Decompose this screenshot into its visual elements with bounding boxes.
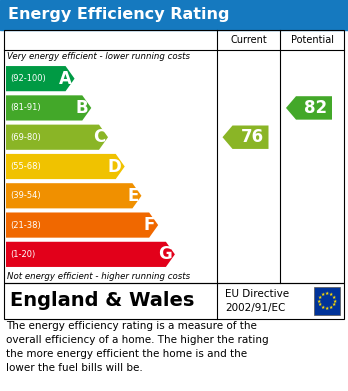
- Polygon shape: [222, 126, 269, 149]
- Text: 76: 76: [241, 128, 264, 146]
- Text: ★: ★: [329, 305, 333, 310]
- Bar: [4, 30, 344, 283]
- Text: EU Directive
2002/91/EC: EU Directive 2002/91/EC: [225, 289, 289, 312]
- Polygon shape: [6, 125, 108, 150]
- Polygon shape: [6, 183, 141, 208]
- Text: ★: ★: [318, 294, 323, 300]
- Polygon shape: [286, 96, 332, 120]
- Text: Very energy efficient - lower running costs: Very energy efficient - lower running co…: [7, 52, 190, 61]
- Text: 82: 82: [304, 99, 327, 117]
- Text: ★: ★: [325, 306, 329, 311]
- Text: B: B: [76, 99, 88, 117]
- Text: G: G: [158, 246, 172, 264]
- Polygon shape: [6, 212, 158, 238]
- Text: Potential: Potential: [291, 35, 333, 45]
- Text: The energy efficiency rating is a measure of the
overall efficiency of a home. T: The energy efficiency rating is a measur…: [6, 321, 269, 373]
- Text: (55-68): (55-68): [10, 162, 41, 171]
- Text: Not energy efficient - higher running costs: Not energy efficient - higher running co…: [7, 272, 190, 281]
- Text: ★: ★: [332, 302, 336, 307]
- Text: ★: ★: [332, 294, 336, 300]
- Text: A: A: [59, 70, 72, 88]
- Text: (92-100): (92-100): [10, 74, 46, 83]
- Text: ★: ★: [317, 298, 322, 303]
- Text: (39-54): (39-54): [10, 191, 41, 200]
- Text: Energy Efficiency Rating: Energy Efficiency Rating: [8, 7, 229, 23]
- Text: (21-38): (21-38): [10, 221, 41, 230]
- Polygon shape: [6, 95, 91, 120]
- Text: ★: ★: [329, 292, 333, 297]
- Text: Current: Current: [230, 35, 267, 45]
- Text: ★: ★: [318, 302, 323, 307]
- Text: (69-80): (69-80): [10, 133, 41, 142]
- Polygon shape: [6, 154, 125, 179]
- Text: England & Wales: England & Wales: [10, 292, 195, 310]
- Text: ★: ★: [325, 291, 329, 296]
- Text: E: E: [127, 187, 139, 205]
- Text: (1-20): (1-20): [10, 250, 35, 259]
- Bar: [4, 283, 344, 319]
- Text: ★: ★: [321, 292, 325, 297]
- Text: F: F: [144, 216, 155, 234]
- Bar: [0, 0, 348, 30]
- Bar: [314, 287, 340, 315]
- Text: (81-91): (81-91): [10, 104, 41, 113]
- Polygon shape: [6, 242, 175, 267]
- Text: C: C: [93, 128, 105, 146]
- Polygon shape: [6, 66, 74, 91]
- Text: ★: ★: [333, 298, 337, 303]
- Text: D: D: [108, 158, 122, 176]
- Text: ★: ★: [321, 305, 325, 310]
